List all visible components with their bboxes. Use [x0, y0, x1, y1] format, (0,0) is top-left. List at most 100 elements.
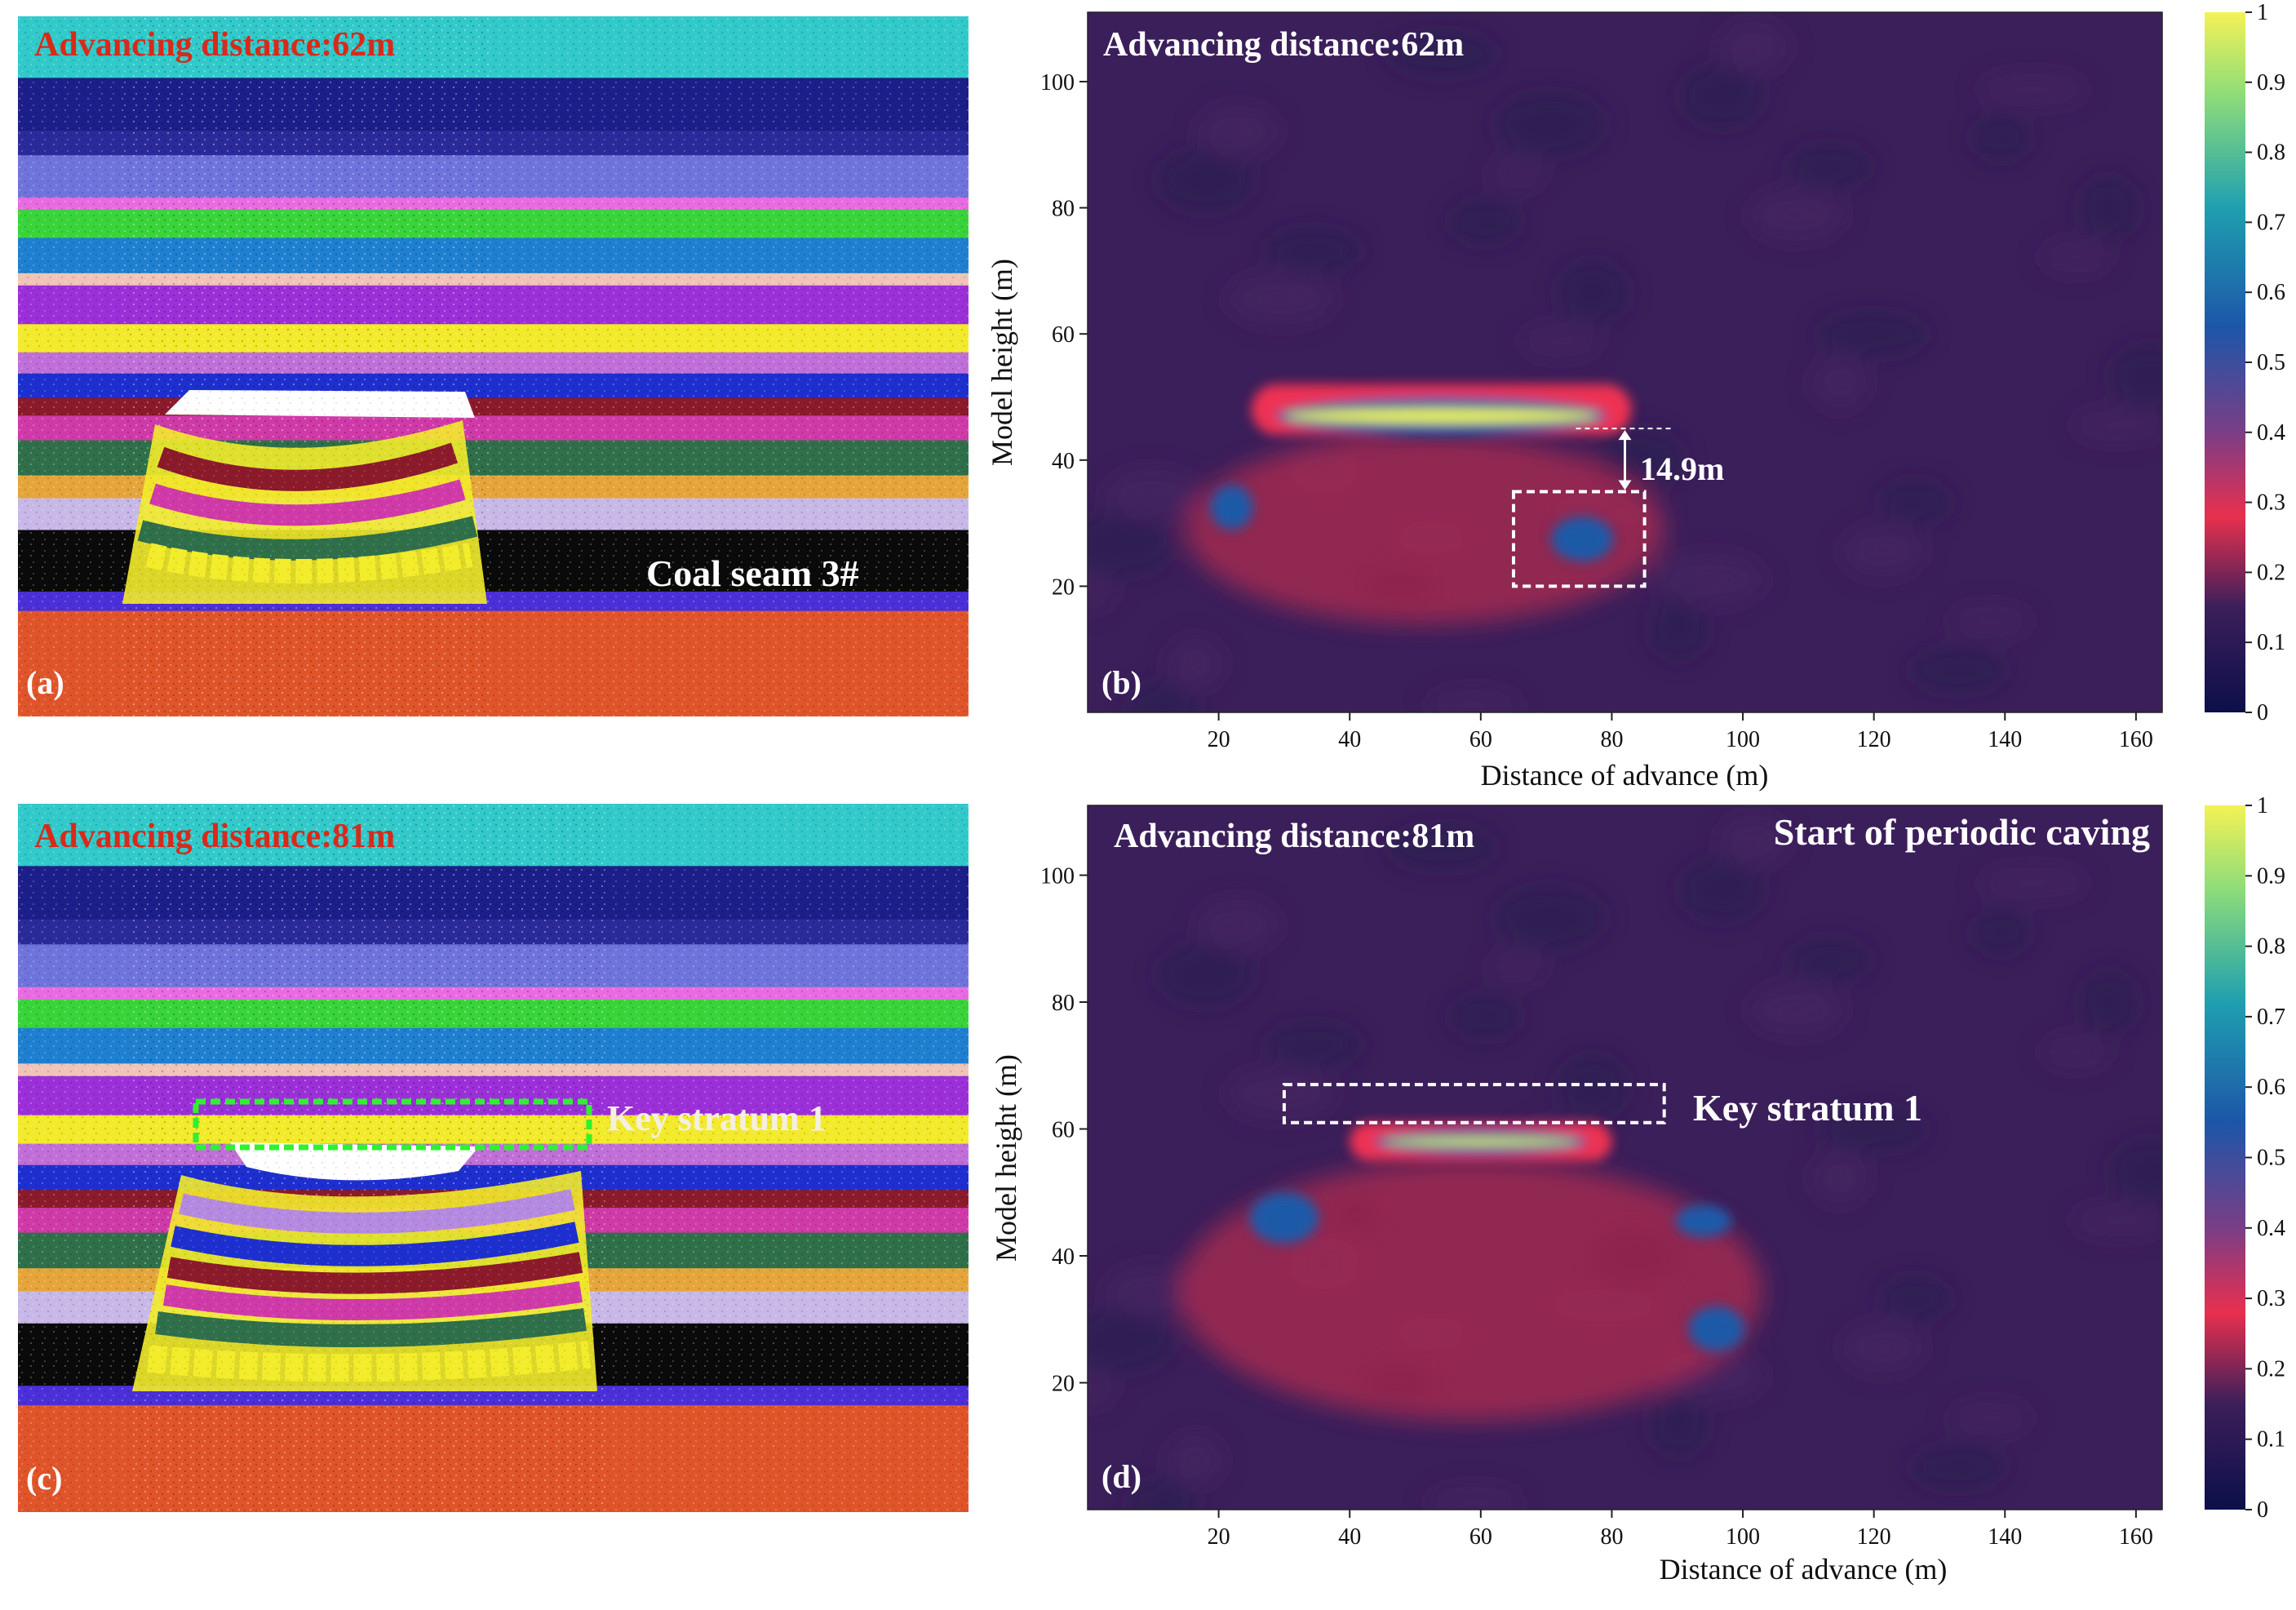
- x-axis-label-b: Distance of advance (m): [1481, 759, 1769, 792]
- heatmap-chart-b: 20 40 60 80 100 120 140 160 20 40 60 80 100 Advancin…: [986, 0, 2285, 792]
- y-axis-label-b: Model height (m): [986, 259, 1018, 466]
- plot-frame: [1087, 805, 2163, 1510]
- gap-measure-label: 14.9m: [1640, 450, 1724, 487]
- x-tick-label: 160: [2119, 727, 2153, 752]
- arrow-head-down: [1618, 480, 1632, 490]
- bg-texture: [1488, 157, 1546, 190]
- colorbar-tick-label: 0.6: [2257, 1075, 2285, 1100]
- bg-texture: [2080, 177, 2138, 240]
- y-axis-label-d: Model height (m): [990, 1054, 1022, 1262]
- bg-texture: [1226, 1067, 1336, 1120]
- bg-texture: [1157, 149, 1254, 211]
- colorbar-d: [2205, 805, 2245, 1510]
- colorbar-tick-label: 0: [2257, 700, 2268, 725]
- colorbar-tick-label: 0.7: [2257, 210, 2285, 235]
- x-tick-label: 20: [1208, 727, 1230, 752]
- panel-a: Advancing distance:62m Coal seam 3# (a): [18, 16, 968, 716]
- bg-texture: [1817, 313, 1927, 356]
- arrow-head-up: [1618, 430, 1632, 441]
- bg-texture: [1841, 1321, 1925, 1374]
- bg-texture: [1811, 1152, 1868, 1205]
- bg-texture: [1557, 1056, 1628, 1119]
- colorbar-tick-label: 0.5: [2257, 350, 2285, 375]
- x-tick-label: 80: [1600, 1524, 1623, 1550]
- bg-texture: [1196, 104, 1280, 157]
- y-tick-label: 40: [1052, 1244, 1075, 1270]
- bg-texture: [1749, 983, 1846, 1036]
- colorbar-tick-label: 0.6: [2257, 280, 2285, 305]
- bg-texture: [1128, 1479, 1199, 1510]
- x-tick-label: 140: [1988, 727, 2022, 752]
- bg-texture: [1518, 325, 1602, 358]
- heatmap-chart-d: 20 40 60 80 100 120 140 160 20 40 60 80 100 Advancin…: [990, 796, 2285, 1586]
- heat-spot: [1696, 1319, 1737, 1339]
- colorbar-tick-label: 0.8: [2257, 934, 2285, 960]
- colorbar-tick-label: 0.3: [2257, 1286, 2285, 1311]
- heat-spot: [1382, 1138, 1580, 1146]
- colorbar-tick-label: 0.7: [2257, 1005, 2285, 1030]
- y-tick-label: 40: [1052, 449, 1075, 474]
- bg-texture: [1387, 826, 1497, 869]
- bg-texture: [1196, 898, 1280, 951]
- panel-b-title: Advancing distance:62m: [1103, 26, 1464, 64]
- bg-texture: [1088, 1373, 1116, 1407]
- panel-b-label: (b): [1101, 664, 1141, 701]
- bg-texture: [1450, 995, 1521, 1038]
- panel-d: 20 40 60 80 100 120 140 160 20 40 60 80 100 Advancin…: [979, 796, 2296, 1610]
- bg-texture: [1104, 469, 1201, 522]
- bg-texture: [1557, 261, 1628, 324]
- heat-spot: [1559, 529, 1606, 549]
- y-tick-label: 80: [1052, 991, 1075, 1016]
- key-stratum-box-c: [193, 1098, 592, 1151]
- bg-texture: [2109, 345, 2162, 408]
- bg-texture: [1495, 93, 1605, 156]
- bg-texture: [1787, 938, 1871, 982]
- y-tick-label: 80: [1052, 197, 1075, 222]
- x-tick-label: 120: [1857, 1524, 1891, 1550]
- bg-texture: [1166, 636, 1224, 690]
- bg-texture: [1387, 33, 1497, 76]
- heat-spot: [1218, 498, 1245, 517]
- panel-d-title: Advancing distance:81m: [1114, 818, 1474, 855]
- bg-texture: [1166, 1434, 1224, 1487]
- colorbar-tick-label: 0.3: [2257, 490, 2285, 516]
- bg-texture: [1718, 20, 1789, 73]
- colorbar-tick-label: 0.2: [2257, 560, 2285, 585]
- colorbar-b: [2205, 12, 2245, 712]
- bg-texture: [1226, 273, 1336, 326]
- bg-texture: [1841, 525, 1925, 578]
- bg-texture: [1104, 1265, 1201, 1318]
- bg-texture: [1972, 117, 2030, 160]
- colorbar-tick-label: 0.4: [2257, 420, 2285, 446]
- bg-texture: [1749, 188, 1846, 242]
- bg-texture: [1787, 144, 1871, 188]
- x-axis-label-d: Distance of advance (m): [1660, 1553, 1948, 1586]
- x-tick-label: 80: [1600, 727, 1623, 752]
- bg-texture: [2041, 241, 2112, 274]
- bg-texture: [1128, 681, 1199, 712]
- bg-texture: [2080, 971, 2138, 1034]
- bg-texture: [1680, 858, 1764, 921]
- bg-texture: [1426, 1486, 1523, 1510]
- x-tick-label: 60: [1469, 1524, 1492, 1550]
- bg-texture: [1680, 64, 1764, 127]
- colorbar-tick-label: 0.1: [2257, 1427, 2285, 1453]
- y-tick-label: 20: [1052, 1372, 1075, 1397]
- x-tick-label: 120: [1857, 727, 1891, 752]
- x-tick-label: 40: [1338, 727, 1361, 752]
- panel-b: 20 40 60 80 100 120 140 160 20 40 60 80 100 Advancin…: [979, 0, 2296, 804]
- colorbar-tick-label: 1: [2257, 0, 2268, 25]
- x-tick-label: 60: [1469, 727, 1492, 752]
- y-tick-label: 100: [1040, 70, 1075, 95]
- colorbar-tick-label: 0.2: [2257, 1356, 2285, 1382]
- panel-c-title: Advancing distance:81m: [34, 818, 395, 855]
- x-tick-label: 100: [1726, 1524, 1760, 1550]
- bg-texture: [1880, 481, 1951, 524]
- bg-texture: [1811, 357, 1868, 410]
- bg-texture: [1948, 1401, 2032, 1435]
- bg-texture: [1656, 552, 1766, 605]
- bg-texture: [1880, 1277, 1951, 1320]
- panel-c: Advancing distance:81m Key stratum 1 (c): [18, 804, 968, 1512]
- panel-a-title: Advancing distance:62m: [34, 26, 395, 64]
- x-tick-label: 160: [2119, 1524, 2153, 1550]
